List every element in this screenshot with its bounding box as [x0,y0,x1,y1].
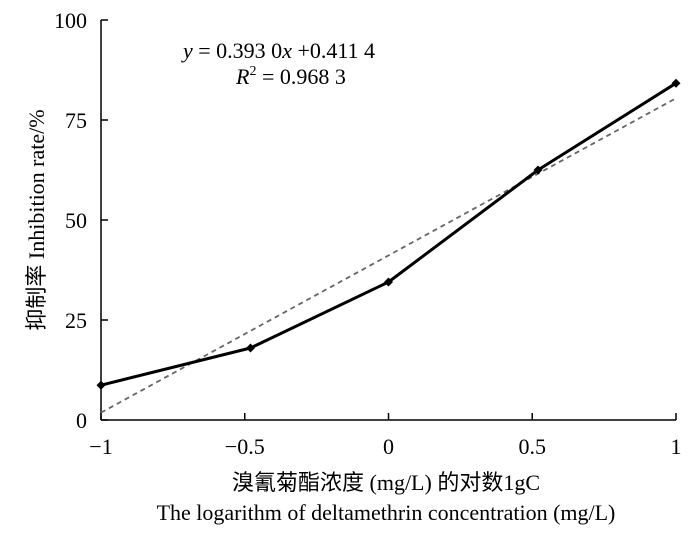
observed-line [100,81,677,387]
y-tick-label: 75 [65,108,87,133]
data-point [671,78,681,88]
data-point [533,165,543,175]
fit-line [100,97,677,414]
y-tick-label: 25 [65,308,87,333]
data-point [384,277,393,287]
y-tick-label: 100 [54,8,87,33]
x-axis-title-line1: 溴氰菊酯浓度 (mg/L) 的对数1gC [232,470,540,495]
y-tick-label: 0 [76,408,87,433]
r-squared: R2 = 0.968 3 [235,64,346,89]
axes [100,20,676,421]
x-tick-label: −0.5 [225,434,265,459]
x-tick-label: 1 [671,434,682,459]
x-tick-label: −1 [89,434,112,459]
x-axis-title-line2: The logarithm of deltamethrin concentrat… [157,500,616,525]
y-axis-title: 抑制率 Inhibition rate/% [24,109,49,330]
x-tick-label: 0 [383,434,394,459]
regression-equation: y = 0.393 0x +0.411 4 [181,38,375,63]
y-tick-label: 50 [65,208,87,233]
data-point [96,380,106,390]
y-ticks: 0 25 50 75 100 [54,8,108,433]
x-tick-label: 0.5 [519,434,547,459]
x-ticks: −1 −0.5 0 0.5 1 [89,413,682,459]
series [96,78,681,414]
data-point [246,343,255,353]
